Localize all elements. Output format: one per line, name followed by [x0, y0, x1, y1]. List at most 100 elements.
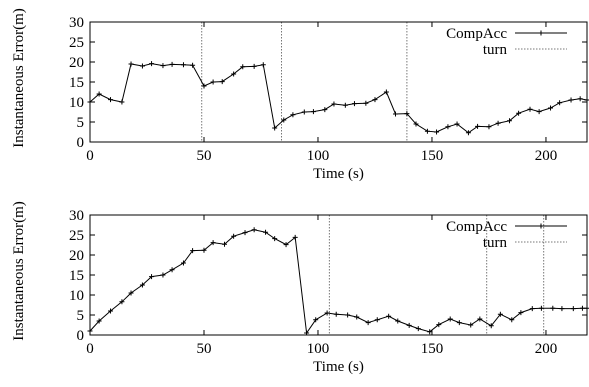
y-tick-label: 20 — [69, 55, 84, 71]
compacc-point — [169, 267, 175, 273]
x-tick-label: 50 — [196, 148, 211, 164]
compacc-point — [342, 102, 348, 108]
compacc-point — [427, 329, 433, 335]
chart-1-y-axis-label: Instantaneous Error(m) — [11, 8, 27, 148]
chart-2-legend-compacc-label: CompAcc — [446, 219, 507, 235]
compacc-point — [290, 112, 296, 118]
compacc-point — [372, 97, 378, 103]
compacc-point — [468, 322, 474, 328]
compacc-point — [475, 123, 481, 129]
compacc-point — [406, 322, 412, 328]
compacc-point — [108, 308, 114, 314]
compacc-point — [456, 320, 462, 326]
compacc-point — [251, 227, 257, 233]
y-tick-label: 25 — [69, 228, 84, 244]
compacc-point — [465, 130, 471, 136]
compacc-point — [331, 101, 337, 107]
chart-2-legend-turn-label: turn — [483, 235, 508, 251]
compacc-point — [139, 282, 145, 288]
chart-2-series — [87, 227, 589, 336]
compacc-point — [128, 290, 134, 296]
y-tick-label: 0 — [77, 328, 85, 344]
compacc-series-line — [89, 229, 587, 335]
compacc-point — [324, 310, 330, 316]
compacc-point — [383, 89, 389, 95]
compacc-point — [260, 62, 266, 68]
compacc-point — [529, 306, 535, 312]
compacc-point — [272, 125, 278, 131]
chart-2-x-ticks: 0 50 100 150 200 — [86, 215, 557, 357]
compacc-point — [518, 310, 524, 316]
compacc-point — [322, 107, 328, 113]
chart-2-turn-lines — [328, 215, 545, 335]
x-tick-label: 200 — [535, 148, 558, 164]
compacc-point — [559, 306, 565, 312]
compacc-point — [180, 62, 186, 68]
compacc-point — [345, 312, 351, 318]
chart-2: 0 5 10 15 20 25 30 0 50 100 150 200 CompAcc turn T… — [11, 201, 589, 375]
compacc-point — [160, 63, 166, 69]
compacc-point — [395, 318, 401, 324]
compacc-point — [149, 61, 155, 67]
compacc-point — [263, 229, 269, 235]
x-tick-label: 50 — [196, 341, 211, 357]
compacc-point — [119, 99, 125, 105]
compacc-point — [404, 111, 410, 117]
compacc-point — [527, 106, 533, 112]
compacc-point — [497, 311, 503, 317]
compacc-point — [231, 71, 237, 77]
compacc-point — [579, 305, 585, 311]
compacc-point — [365, 320, 371, 326]
compacc-point — [242, 230, 248, 236]
x-tick-label: 100 — [307, 148, 330, 164]
compacc-point — [434, 129, 440, 135]
compacc-point — [240, 64, 246, 70]
x-tick-label: 200 — [535, 341, 558, 357]
compacc-point — [445, 124, 451, 130]
compacc-point — [201, 247, 207, 253]
compacc-point — [568, 97, 574, 103]
chart-1-legend-turn-label: turn — [483, 42, 508, 58]
compacc-point — [363, 100, 369, 106]
compacc-point — [577, 96, 583, 102]
compacc-point — [436, 322, 442, 328]
compacc-point — [550, 305, 556, 311]
compacc-point — [272, 236, 278, 242]
chart-2-y-ticks: 0 5 10 15 20 25 30 — [69, 208, 587, 344]
chart-2-legend: CompAcc turn — [446, 219, 567, 251]
chart-1-legend-compacc-label: CompAcc — [446, 26, 507, 42]
compacc-point — [413, 121, 419, 127]
compacc-point — [392, 111, 398, 117]
y-tick-label: 15 — [69, 75, 84, 91]
compacc-point — [313, 317, 319, 323]
compacc-series-line — [89, 63, 588, 134]
y-tick-label: 30 — [69, 208, 84, 224]
compacc-point — [180, 260, 186, 266]
compacc-point — [190, 248, 196, 254]
compacc-point — [128, 61, 134, 67]
x-tick-label: 100 — [307, 341, 330, 357]
compacc-point — [415, 326, 421, 332]
compacc-point — [570, 306, 576, 312]
x-tick-label: 0 — [86, 341, 94, 357]
y-tick-label: 10 — [69, 288, 84, 304]
compacc-point — [557, 100, 563, 106]
x-tick-label: 0 — [86, 148, 94, 164]
compacc-point — [219, 79, 225, 85]
chart-1: 0 5 10 15 20 25 30 0 50 100 150 200 CompAcc turn T… — [11, 8, 589, 182]
y-tick-label: 20 — [69, 248, 84, 264]
compacc-point — [190, 62, 196, 68]
legend-compacc-marker — [538, 223, 544, 229]
legend-compacc-marker — [538, 30, 544, 36]
compacc-point — [333, 311, 339, 317]
compacc-point — [447, 316, 453, 322]
compacc-point — [96, 318, 102, 324]
compacc-point — [548, 105, 554, 111]
compacc-point — [351, 101, 357, 107]
compacc-point — [374, 317, 380, 323]
compacc-point — [108, 97, 114, 103]
compacc-point — [160, 272, 166, 278]
x-tick-label: 150 — [421, 148, 444, 164]
y-tick-label: 25 — [69, 35, 84, 51]
compacc-point — [283, 242, 289, 248]
